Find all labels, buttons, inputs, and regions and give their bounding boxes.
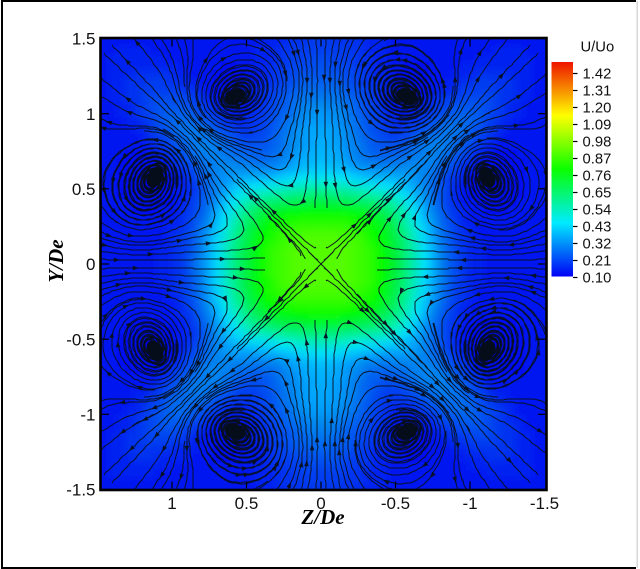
svg-text:0: 0	[316, 494, 325, 513]
svg-text:-1: -1	[80, 405, 95, 424]
svg-text:-1.5: -1.5	[66, 481, 95, 500]
svg-text:0: 0	[86, 255, 95, 274]
svg-text:Y/De: Y/De	[44, 239, 68, 282]
svg-text:0.98: 0.98	[583, 135, 612, 151]
svg-text:-0.5: -0.5	[381, 494, 410, 513]
svg-text:0.54: 0.54	[583, 203, 612, 219]
svg-text:1.31: 1.31	[583, 84, 612, 100]
svg-text:1.20: 1.20	[583, 101, 612, 117]
svg-text:0.10: 0.10	[583, 271, 612, 287]
svg-text:0.76: 0.76	[583, 169, 612, 185]
svg-text:1.09: 1.09	[583, 118, 612, 134]
svg-text:0.5: 0.5	[72, 180, 96, 199]
svg-text:1: 1	[167, 494, 176, 513]
svg-text:-1: -1	[462, 494, 477, 513]
svg-text:-0.5: -0.5	[66, 330, 95, 349]
svg-text:0.32: 0.32	[583, 237, 612, 253]
svg-text:-1.5: -1.5	[530, 494, 559, 513]
svg-text:0.87: 0.87	[583, 152, 612, 168]
svg-text:0.65: 0.65	[583, 186, 612, 202]
svg-text:1.42: 1.42	[583, 67, 612, 83]
svg-text:1.5: 1.5	[72, 30, 96, 49]
svg-text:0.5: 0.5	[235, 494, 259, 513]
svg-text:U/Uo: U/Uo	[581, 40, 615, 56]
svg-text:Z/De: Z/De	[300, 505, 344, 529]
svg-text:0.43: 0.43	[583, 220, 612, 236]
svg-text:1: 1	[86, 105, 95, 124]
svg-text:0.21: 0.21	[583, 254, 612, 270]
